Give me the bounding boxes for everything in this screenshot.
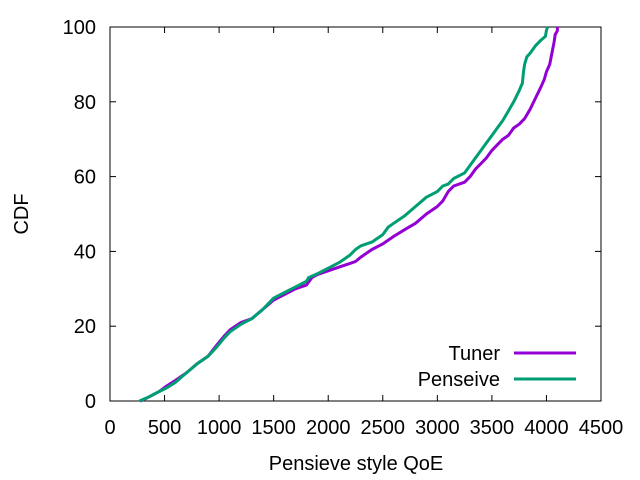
legend: Tuner Penseive	[418, 343, 576, 391]
x-axis-label: Pensieve style QoE	[269, 453, 444, 475]
y-tick-label: 60	[74, 167, 96, 189]
x-tick-label: 3500	[470, 417, 515, 439]
series-lines	[138, 26, 559, 403]
x-tick-label: 4500	[579, 417, 624, 439]
x-tick-label: 0	[104, 417, 115, 439]
y-tick-label: 40	[74, 241, 96, 263]
y-tick-label: 100	[63, 17, 96, 39]
axis-ticks	[109, 26, 602, 402]
plot-frame	[109, 26, 602, 402]
y-tick-label: 0	[85, 391, 96, 413]
y-tick-label: 80	[74, 92, 96, 114]
x-tick-label: 1000	[197, 417, 242, 439]
y-tick-label: 20	[74, 316, 96, 338]
x-tick-label: 2000	[306, 417, 351, 439]
x-tick-label: 1500	[251, 417, 296, 439]
x-tick-label: 3000	[415, 417, 460, 439]
x-tick-label: 500	[148, 417, 181, 439]
legend-label-tuner: Tuner	[448, 343, 500, 365]
x-tick-label: 4000	[524, 417, 569, 439]
tick-labels: 0 500 1000 1500 2000 2500 3000 3500 4000 4500 0 20 4…	[63, 17, 624, 439]
series-line-penseive	[138, 26, 549, 403]
x-tick-label: 2500	[361, 417, 406, 439]
y-axis-label: CDF	[11, 193, 33, 234]
legend-label-penseive: Penseive	[418, 369, 500, 391]
